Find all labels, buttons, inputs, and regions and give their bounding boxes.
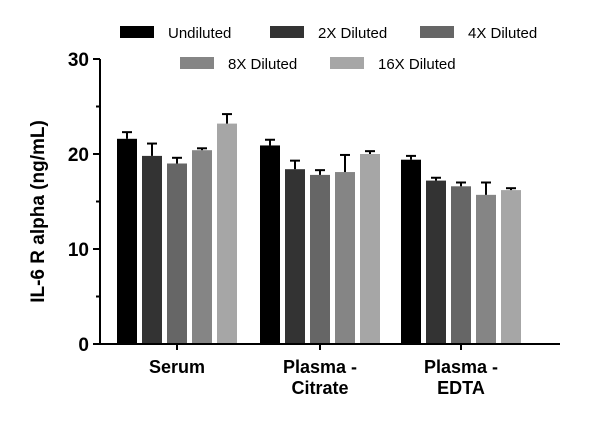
legend-swatch-undiluted (120, 26, 154, 38)
x-tick-label: Citrate (291, 378, 348, 398)
legend-swatch-8x-diluted (180, 57, 214, 69)
y-tick-label: 20 (68, 145, 89, 166)
bar-16x-diluted-2 (501, 190, 521, 344)
bar-2x-diluted-1 (285, 169, 305, 344)
legend-label-16x-diluted: 16X Diluted (378, 56, 456, 73)
y-tick-label: 0 (78, 335, 89, 356)
bar-4x-diluted-1 (310, 174, 330, 344)
y-tick-label: 30 (68, 50, 89, 71)
legend: Undiluted 2X Diluted 4X Diluted 8X Diluted 1… (120, 25, 537, 73)
bar-16x-diluted-1 (360, 154, 380, 344)
legend-label-undiluted: Undiluted (168, 25, 231, 42)
bar-undiluted-2 (401, 159, 421, 344)
bar-8x-diluted-1 (335, 172, 355, 344)
bar-4x-diluted-0 (167, 163, 187, 344)
legend-label-2x-diluted: 2X Diluted (318, 25, 387, 42)
y-tick-label: 10 (68, 240, 89, 261)
legend-swatch-2x-diluted (270, 26, 304, 38)
bar-2x-diluted-0 (142, 155, 162, 344)
x-tick-label: EDTA (437, 378, 485, 398)
bar-undiluted-0 (117, 138, 137, 344)
bar-8x-diluted-2 (476, 194, 496, 344)
legend-label-4x-diluted: 4X Diluted (468, 25, 537, 42)
x-tick-label: Plasma - (424, 357, 498, 377)
bar-undiluted-1 (260, 145, 280, 344)
bar-2x-diluted-2 (426, 180, 446, 344)
legend-label-8x-diluted: 8X Diluted (228, 56, 297, 73)
x-tick-label: Plasma - (283, 357, 357, 377)
legend-swatch-4x-diluted (420, 26, 454, 38)
x-tick-label: Serum (149, 357, 205, 377)
bar-4x-diluted-2 (451, 186, 471, 344)
bar-16x-diluted-0 (217, 123, 237, 344)
y-axis-title: IL-6 R alpha (ng/mL) (28, 120, 49, 303)
bar-8x-diluted-0 (192, 150, 212, 344)
bars (117, 113, 521, 344)
legend-swatch-16x-diluted (330, 57, 364, 69)
